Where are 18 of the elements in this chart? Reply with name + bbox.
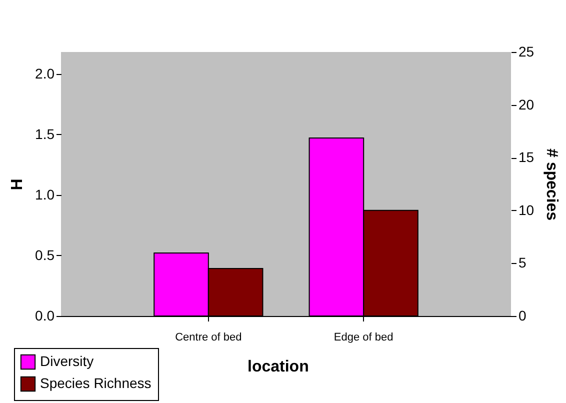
y-tick-label: 1.5	[35, 126, 55, 142]
x-tick-label: Edge of bed	[334, 332, 394, 344]
y-tick-label: 2.0	[35, 65, 55, 82]
y2-tick-label: 20	[518, 96, 534, 112]
x-axis-title: location	[248, 358, 309, 376]
y2-tick-label: 10	[518, 202, 534, 218]
legend-label: Species Richness	[40, 375, 152, 391]
y2-tick-label: 25	[518, 44, 534, 60]
y2-tick-label: 15	[518, 149, 534, 166]
y2-tick-label: 5	[518, 254, 526, 271]
y2-axis-title: # species	[543, 148, 560, 221]
x-tick-label: Centre of bed	[175, 332, 242, 344]
y2-tick-label: 0	[518, 308, 526, 324]
y-tick-label: 0.5	[35, 246, 55, 263]
y-axis-title: H	[9, 178, 26, 190]
y-tick-label: 0.0	[35, 308, 55, 324]
y-tick-label: 1.0	[35, 186, 55, 202]
legend-label: Diversity	[40, 353, 94, 369]
